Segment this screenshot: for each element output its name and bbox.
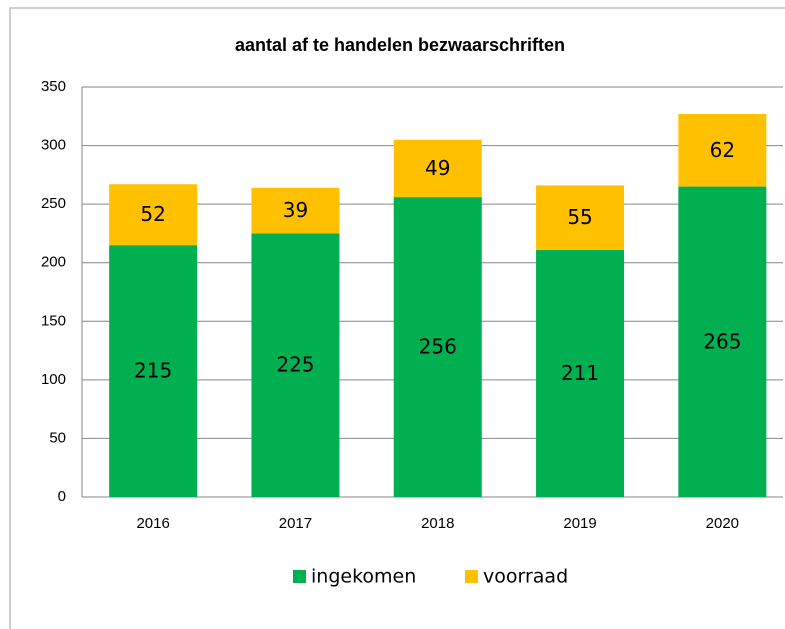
bar-segment — [536, 249, 625, 497]
data-label: 62 — [710, 138, 735, 162]
data-label: 52 — [140, 202, 165, 226]
chart-frame — [9, 7, 785, 629]
bar-segment — [393, 139, 482, 198]
chart-title: aantal af te handelen bezwaarschriften — [235, 35, 565, 55]
x-tick-label: 2016 — [136, 515, 169, 532]
x-tick-label: 2020 — [706, 515, 739, 532]
bar-segment — [109, 245, 198, 497]
y-tick-label: 150 — [41, 312, 66, 329]
bar-segment — [251, 233, 340, 497]
data-label: 49 — [425, 156, 450, 180]
bar-segment — [393, 197, 482, 497]
data-label: 55 — [567, 205, 592, 229]
legend-label: voorraad — [483, 566, 568, 588]
bar-segment — [536, 185, 625, 250]
y-tick-label: 350 — [41, 78, 66, 95]
x-tick-label: 2017 — [279, 515, 312, 532]
data-label: 265 — [703, 329, 741, 353]
data-label: 211 — [561, 361, 599, 385]
x-tick-label: 2018 — [421, 515, 454, 532]
y-tick-label: 0 — [58, 488, 66, 505]
data-label: 215 — [134, 359, 172, 383]
bar-segment — [251, 187, 340, 234]
data-label: 256 — [419, 335, 457, 359]
y-tick-label: 100 — [41, 371, 66, 388]
y-tick-label: 300 — [41, 137, 66, 154]
bar-segment — [109, 184, 198, 246]
bar-segment — [678, 113, 767, 187]
y-tick-label: 250 — [41, 195, 66, 212]
y-tick-label: 200 — [41, 254, 66, 271]
data-label: 225 — [276, 353, 314, 377]
legend-label: ingekomen — [311, 566, 416, 588]
legend-swatch — [465, 570, 478, 583]
legend-swatch — [293, 570, 306, 583]
data-label: 39 — [283, 198, 308, 222]
x-tick-label: 2019 — [563, 515, 596, 532]
bar-segment — [678, 186, 767, 498]
y-tick-label: 50 — [49, 429, 66, 446]
